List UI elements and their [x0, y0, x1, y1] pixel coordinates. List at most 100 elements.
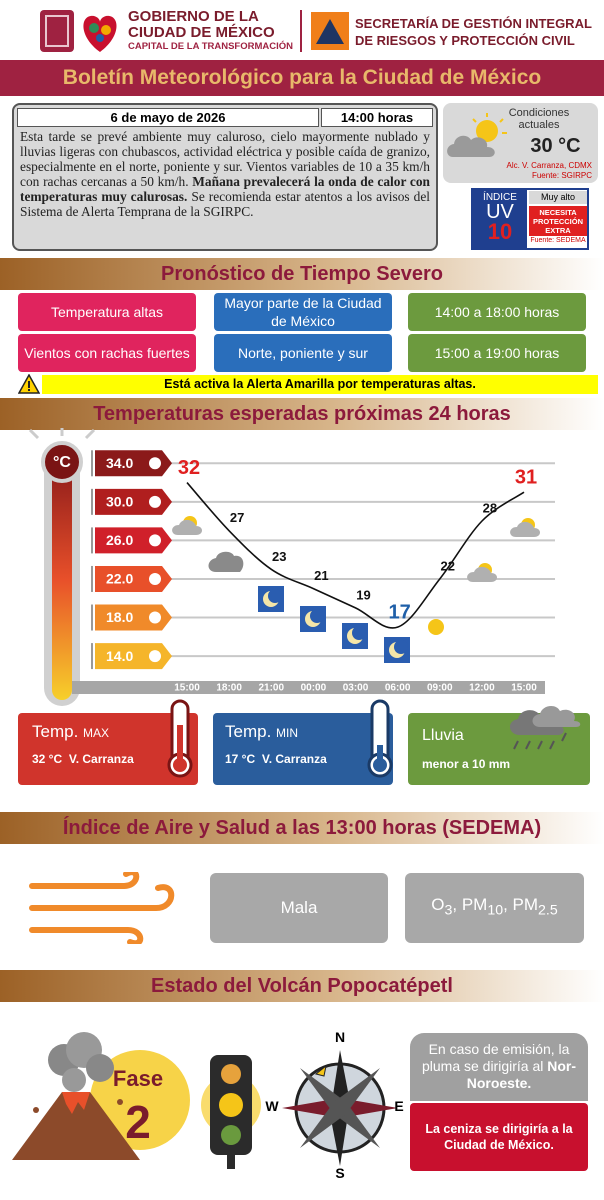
x-tick-label: 06:00 [385, 683, 411, 694]
decoration [221, 1064, 241, 1084]
plume-text: En caso de emisión, la pluma se dirigirí… [421, 1041, 570, 1074]
decoration [316, 19, 344, 44]
tick-dot [149, 611, 161, 624]
summary-time: 14:00 horas [321, 108, 433, 127]
card-text: menor a 10 mm [422, 757, 511, 771]
gov-slogan: CAPITAL DE LA TRANSFORMACIÓN [128, 41, 294, 52]
air-quality: Mala [210, 873, 388, 943]
tick-dot [149, 495, 161, 508]
card-tag: MAX [83, 726, 110, 740]
uv-box: ÍNDICE UV 10 Muy alto NECESITA PROTECCIÓ… [471, 188, 589, 250]
cloud-icon [172, 519, 202, 535]
cloud-icon [467, 566, 497, 582]
alert-banner: Está activa la Alerta Amarilla por tempe… [42, 375, 598, 394]
phase-value: 2 [125, 1096, 151, 1148]
gov-line: GOBIERNO DE LA [128, 8, 259, 25]
decoration [96, 34, 104, 42]
summary-text-part: Se recomienda estar atentos a los avisos… [20, 189, 430, 219]
decoration [173, 758, 187, 772]
tick-box [95, 527, 172, 554]
thermo-tube [52, 460, 72, 700]
data-label: 28 [483, 501, 497, 516]
unit-label: °C [53, 454, 71, 471]
secretaria: SECRETARÍA DE GESTIÓN INTEGRAL DE RIESGO… [355, 15, 592, 49]
x-tick-label: 09:00 [427, 683, 453, 694]
tick-dot [149, 650, 161, 663]
thermo-bulb [41, 441, 83, 483]
weather-icon [447, 113, 507, 157]
tick-box [95, 488, 172, 515]
data-label: 32 [178, 457, 200, 479]
volcano-graphics: Fase 2 N S E W [12, 1029, 404, 1181]
uv-level: Muy alto [529, 191, 587, 204]
compass-w: W [265, 1098, 279, 1114]
sgirpc-logo [311, 12, 349, 50]
compass-s: S [335, 1165, 344, 1181]
conditions-temp: 30 °C [530, 135, 581, 157]
compass-n: N [335, 1029, 345, 1045]
moon-shadow [352, 626, 366, 640]
gov-name: GOBIERNO DE LA CIUDAD DE MÉXICO CAPITAL … [128, 9, 293, 53]
decoration [314, 1064, 327, 1077]
decoration [28, 428, 40, 440]
tick-dot [149, 457, 161, 470]
gov-line: CIUDAD DE MÉXICO [128, 24, 275, 41]
uv-source: Fuente: SEDEMA [530, 237, 586, 244]
tick-box [95, 604, 172, 631]
decoration [499, 118, 504, 123]
decoration [513, 740, 519, 750]
x-tick-label: 15:00 [174, 683, 200, 694]
summary-text-part: Esta tarde se prevé ambiente muy caluros… [20, 129, 430, 189]
card-text: 32 °C V. Carranza [32, 752, 134, 766]
thermo-rays [28, 428, 96, 440]
summary-date: 6 de mayo de 2026 [17, 108, 319, 127]
severe-card: Vientos con rachas fuertes [18, 334, 196, 372]
decoration [29, 872, 175, 944]
decoration [12, 1092, 140, 1160]
decoration [28, 389, 30, 391]
x-tick-label: 12:00 [469, 683, 495, 694]
plume-text: . [527, 1075, 532, 1091]
decoration [532, 705, 581, 727]
decoration [549, 740, 555, 750]
conditions-label: Condiciones actuales [508, 107, 570, 131]
uv-value: 10 [487, 219, 513, 244]
decoration [33, 1107, 39, 1113]
decoration [221, 1125, 241, 1145]
summary-text-bold: Mañana prevalecerá la onda de calor con … [20, 174, 430, 204]
data-label: 22 [441, 558, 455, 573]
pollutant-base: O [431, 895, 445, 915]
decoration [525, 740, 531, 750]
data-label: 17 [389, 601, 411, 623]
card-label: Temp. [32, 722, 79, 741]
tick-box [95, 565, 172, 592]
moon-shadow [310, 609, 324, 623]
decoration [62, 1092, 90, 1114]
phase-label: Fase [113, 1066, 163, 1091]
decoration: Temp. MAX [32, 723, 184, 742]
decoration [472, 113, 507, 134]
temperature-chart: °C 34.0 30.0 26.0 22.0 18.0 14.0 15:00 18:00 21:… [28, 428, 555, 706]
section-heading: Índice de Aire y Salud a las 13:00 horas… [0, 812, 604, 844]
decoration [513, 732, 567, 750]
y-tick-label: 30.0 [106, 494, 133, 510]
wind-icon [29, 872, 175, 944]
conditions-box: Condiciones actuales 30 °C Alc. V. Carra… [443, 103, 598, 183]
air-pollutants: O3, PM10, PM2.5 [405, 873, 584, 943]
max-card: Temp. MAX 32 °C V. Carranza [18, 713, 198, 785]
rain-cloud-icon [208, 551, 244, 572]
warning-icon [18, 374, 40, 394]
uv-label: UV [486, 201, 514, 223]
summary-box: 6 de mayo de 2026 14:00 horas Esta tarde… [12, 103, 438, 251]
x-tick-label: 21:00 [258, 683, 284, 694]
card-icons [167, 699, 581, 778]
x-axis-bar [72, 681, 545, 694]
pollutant-list: O3, PM10, PM2.5 [431, 896, 557, 919]
pollutant-sub: 2.5 [538, 902, 558, 919]
summary-text: Esta tarde se prevé ambiente muy caluros… [20, 129, 430, 219]
decoration [537, 740, 543, 750]
decoration [89, 23, 99, 33]
decoration [227, 1155, 235, 1169]
data-label: 19 [356, 587, 370, 602]
plume-box: En caso de emisión, la pluma se dirigirí… [410, 1033, 588, 1101]
